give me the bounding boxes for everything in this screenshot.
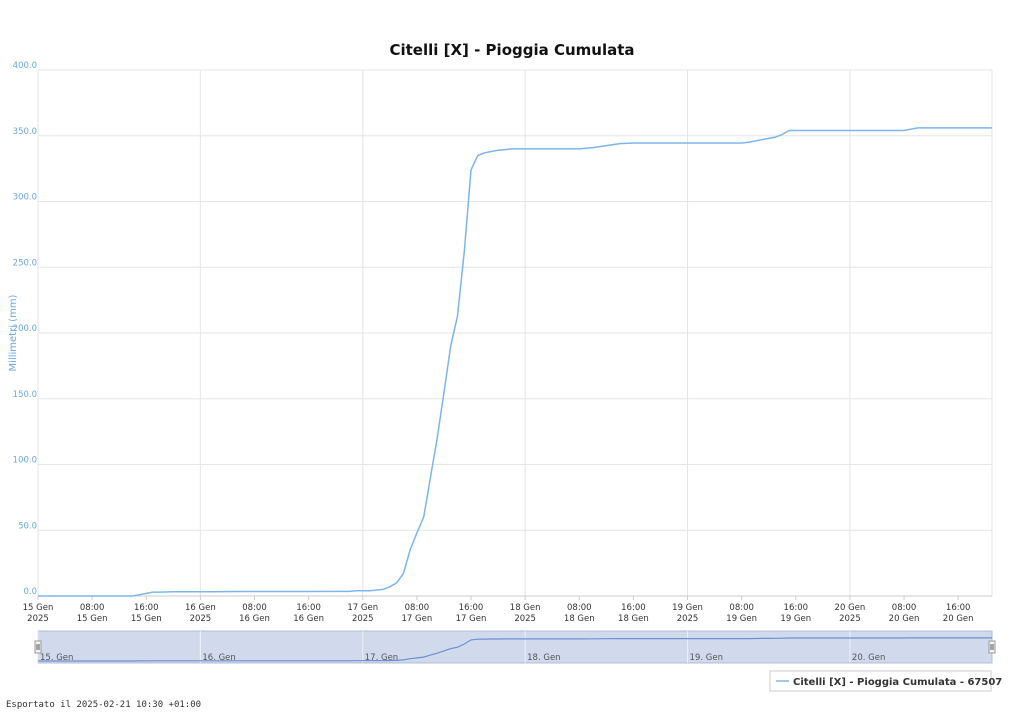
navigator-tick-label: 17. Gen — [365, 653, 398, 663]
y-tick-label: 50.0 — [18, 521, 37, 531]
y-tick-label: 300.0 — [13, 193, 37, 203]
series-line — [38, 127, 992, 597]
x-grid — [37, 70, 993, 600]
x-tick-label: 18 Gen 2025 — [510, 603, 541, 624]
x-tick-label: 17 Gen 2025 — [347, 603, 378, 624]
x-tick-label: 16:00 20 Gen — [943, 603, 974, 624]
export-timestamp: Esportato il 2025-02-21 10:30 +01:00 — [6, 700, 202, 710]
y-tick-label: 350.0 — [13, 127, 37, 137]
x-tick-label: 16:00 19 Gen — [780, 603, 811, 624]
x-tick-label: 16 Gen 2025 — [185, 603, 216, 624]
y-tick-label: 0.0 — [23, 587, 37, 597]
x-tick-label: 08:00 19 Gen — [726, 603, 757, 624]
navigator[interactable]: 15. Gen 16. Gen 17. Gen 18. Gen 19. Gen 20. G… — [34, 630, 996, 664]
legend-series-label[interactable]: Citelli [X] - Pioggia Cumulata - 67507 — [793, 677, 1002, 688]
y-tick-label: 250.0 — [13, 258, 37, 268]
navigator-series-line — [38, 637, 992, 662]
navigator-tick-label: 18. Gen — [527, 653, 560, 663]
x-tick-labels: 15 Gen 2025 08:00 15 Gen 16:00 15 Gen 16 Gen 20… — [23, 603, 974, 624]
x-tick-label: 08:00 18 Gen — [564, 603, 595, 624]
y-tick-label: 150.0 — [13, 390, 37, 400]
navigator-tick-label: 19. Gen — [690, 653, 723, 663]
navigator-left-handle[interactable] — [34, 640, 42, 654]
navigator-right-handle[interactable] — [988, 640, 996, 654]
x-tick-label: 08:00 15 Gen — [77, 603, 108, 624]
navigator-series — [38, 637, 992, 662]
plot-series — [38, 127, 992, 597]
navigator-tick-label: 15. Gen — [40, 653, 73, 663]
x-tick-label: 15 Gen 2025 — [23, 603, 54, 624]
y-tick-labels: 0.0 50.0 100.0 150.0 200.0 250.0 300.0 350.0 400… — [13, 61, 37, 597]
x-tick-label: 08:00 17 Gen — [402, 603, 433, 624]
navigator-tick-label: 20. Gen — [852, 653, 885, 663]
y-axis-label: Millimetri (mm) — [8, 294, 19, 371]
legend[interactable]: Citelli [X] - Pioggia Cumulata - 67507 — [769, 670, 1002, 692]
x-tick-label: 16:00 18 Gen — [618, 603, 649, 624]
y-tick-label: 400.0 — [13, 61, 37, 71]
x-tick-label: 16:00 15 Gen — [131, 603, 162, 624]
y-tick-label: 200.0 — [13, 324, 37, 334]
x-tick-label: 16:00 16 Gen — [293, 603, 324, 624]
x-tick-label: 19 Gen 2025 — [672, 603, 703, 624]
chart-title: Citelli [X] - Pioggia Cumulata — [389, 41, 634, 59]
navigator-grid — [37, 631, 851, 663]
x-tick-label: 08:00 20 Gen — [889, 603, 920, 624]
navigator-tick-label: 16. Gen — [202, 653, 235, 663]
navigator-mask[interactable] — [37, 630, 993, 664]
x-tick-label: 08:00 16 Gen — [239, 603, 270, 624]
x-tick-label: 20 Gen 2025 — [835, 603, 866, 624]
y-tick-label: 100.0 — [13, 456, 37, 466]
navigator-tick-labels: 15. Gen 16. Gen 17. Gen 18. Gen 19. Gen 20. G… — [40, 653, 885, 663]
legend-box — [769, 670, 992, 692]
x-tick-label: 16:00 17 Gen — [456, 603, 487, 624]
